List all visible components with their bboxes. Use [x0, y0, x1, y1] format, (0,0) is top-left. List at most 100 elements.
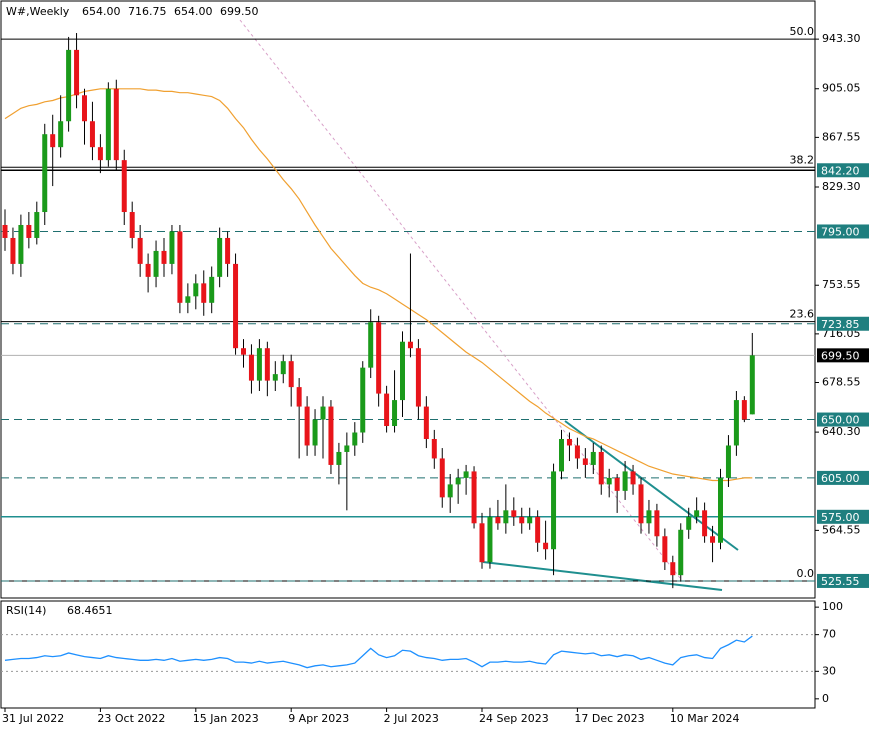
trendline	[482, 561, 723, 591]
candle-body	[407, 341, 413, 349]
symbol: W#,Weekly	[6, 5, 70, 18]
rsi-name: RSI(14)	[6, 604, 46, 617]
candle-body	[10, 237, 16, 264]
candle-body	[248, 354, 254, 381]
candle-body	[344, 445, 350, 452]
candle-body	[718, 477, 723, 543]
candle-body	[177, 231, 183, 303]
x-tick-label: 2 Jul 2023	[384, 712, 439, 725]
fib-label: 0.0	[797, 567, 815, 580]
candle-body	[710, 536, 716, 543]
candle-body	[590, 451, 596, 465]
candle-body	[725, 445, 731, 478]
y-tick-label: 905.05	[822, 82, 861, 95]
candle-body	[97, 147, 103, 161]
trendline	[564, 420, 739, 551]
y-tick-label: 867.55	[822, 130, 861, 143]
candle-body	[376, 322, 382, 394]
candle-body	[241, 348, 246, 355]
y-tick-label: 943.30	[822, 32, 861, 45]
candle-body	[256, 348, 262, 381]
candle-body	[336, 451, 342, 465]
candle-body	[415, 348, 421, 407]
level-label: 842.20	[821, 164, 860, 177]
level-label: 723.85	[821, 318, 860, 331]
candle-body	[42, 134, 48, 213]
main-frame	[0, 0, 816, 599]
candle-body	[217, 237, 223, 277]
candle-body	[392, 400, 398, 427]
price-box	[817, 348, 869, 363]
rsi-line	[4, 635, 753, 669]
candle-body	[233, 263, 239, 349]
candle-body	[614, 477, 620, 491]
rsi-tick-label: 0	[822, 692, 829, 705]
ohlc-label: 654.00	[174, 5, 213, 18]
candle-body	[662, 536, 668, 563]
y-tick-label: 640.30	[822, 425, 861, 438]
candle-body	[209, 276, 215, 303]
candle-body	[18, 224, 24, 264]
candle-body	[702, 510, 708, 537]
fib-label: 38.2	[790, 153, 815, 166]
level-box	[817, 412, 869, 427]
candle-body	[543, 542, 549, 550]
candle-body	[26, 224, 32, 238]
candle-body	[455, 477, 461, 485]
ohlc-label: 716.75	[128, 5, 167, 18]
candle-body	[288, 361, 294, 388]
candle-body	[479, 523, 485, 563]
candle-body	[153, 250, 159, 277]
candle-body	[89, 121, 95, 148]
candle-body	[694, 510, 700, 517]
candle-body	[606, 477, 612, 485]
x-tick-label: 17 Dec 2023	[574, 712, 644, 725]
candle-body	[328, 406, 334, 465]
rsi-tick-label: 30	[822, 664, 836, 677]
candle-body	[749, 355, 755, 415]
candle-body	[280, 361, 286, 375]
candle-body	[511, 510, 517, 517]
level-label: 795.00	[821, 225, 860, 238]
candle-body	[66, 49, 72, 122]
candle-body	[447, 484, 453, 498]
candle-body	[487, 516, 493, 563]
price-label: 699.50	[821, 349, 860, 362]
candle-body	[105, 88, 111, 161]
x-tick-label: 10 Mar 2024	[670, 712, 740, 725]
x-tick-label: 15 Jan 2023	[193, 712, 259, 725]
level-box	[817, 509, 869, 524]
candle-body	[439, 458, 445, 498]
candle-body	[559, 438, 564, 472]
candle-body	[320, 406, 326, 420]
candle-body	[129, 212, 135, 238]
candle-body	[296, 387, 302, 407]
y-tick-label: 564.55	[822, 523, 861, 536]
candle-body	[50, 134, 56, 148]
candle-body	[185, 296, 191, 303]
level-box	[817, 163, 869, 178]
candle-body	[193, 283, 199, 297]
candle-body	[368, 322, 374, 368]
candle-body	[527, 516, 533, 524]
fib-trend	[239, 19, 681, 579]
fib-label: 50.0	[790, 25, 815, 38]
rsi-value: 68.4651	[67, 604, 113, 617]
rsi-tick-label: 70	[822, 628, 836, 641]
rsi-frame	[0, 600, 816, 709]
candle-body	[654, 510, 660, 537]
candle-body	[646, 510, 652, 524]
x-tick-label: 9 Apr 2023	[288, 712, 349, 725]
candle-body	[121, 160, 127, 213]
candle-body	[225, 237, 231, 264]
candle-body	[574, 445, 580, 459]
candle-body	[678, 529, 684, 576]
moving-average	[4, 88, 753, 482]
y-tick-label: 829.30	[822, 180, 861, 193]
level-label: 575.00	[821, 511, 860, 524]
candle-body	[582, 458, 588, 465]
candle-body	[423, 406, 429, 439]
candle-body	[360, 367, 366, 433]
candle-body	[519, 516, 525, 524]
